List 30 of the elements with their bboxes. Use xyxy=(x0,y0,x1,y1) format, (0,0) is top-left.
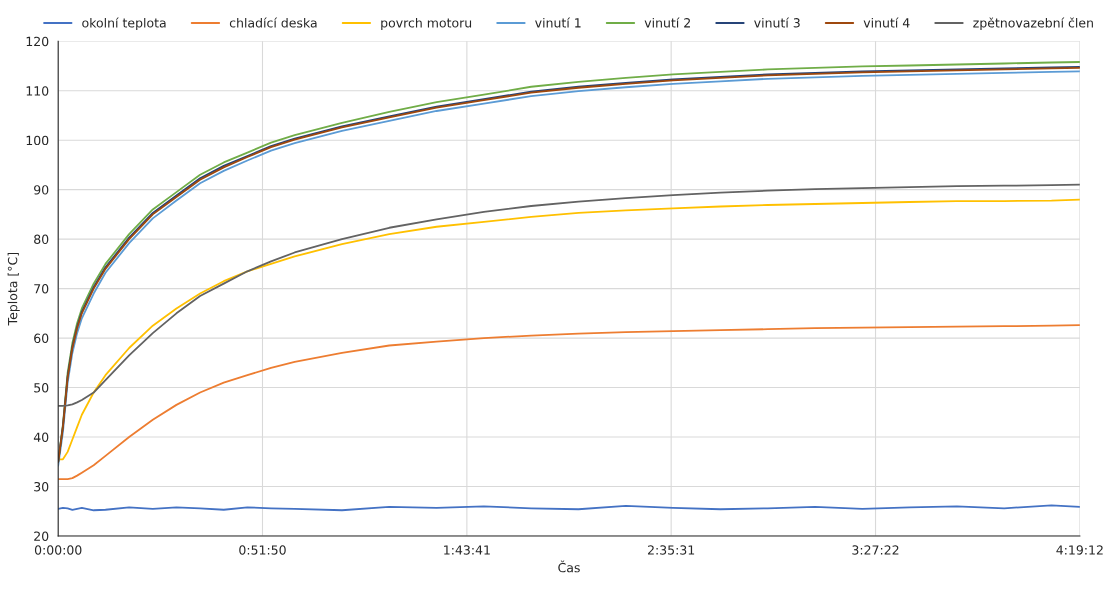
x-axis-title: Čas xyxy=(558,560,580,573)
y-tick-label: 20 xyxy=(34,531,49,541)
legend-label: vinutí 3 xyxy=(754,17,800,28)
x-tick-label: 3:27:22 xyxy=(852,545,899,555)
legend-label: vinutí 4 xyxy=(863,17,910,28)
line-series xyxy=(58,198,1080,461)
x-tick-label: 1:43:41 xyxy=(444,545,490,555)
y-axis-title: Teplota [°C] xyxy=(7,252,20,326)
legend-label: vinutí 2 xyxy=(644,17,690,28)
legend-label: okolní teplota xyxy=(82,17,166,30)
line-series xyxy=(58,324,1080,480)
x-tick-label: 0:00:00 xyxy=(34,545,82,555)
legend-label: zpětnovazební člen xyxy=(973,17,1093,30)
y-tick-label: 120 xyxy=(26,36,49,47)
line-series xyxy=(58,183,1080,407)
y-tick-label: 70 xyxy=(34,284,49,294)
legend-label: vinutí 1 xyxy=(535,17,581,28)
y-tick-label: 110 xyxy=(26,86,49,96)
legend-label: povrch motoru xyxy=(381,17,472,30)
y-tick-label: 40 xyxy=(33,432,49,442)
x-tick-label: 0:51:50 xyxy=(239,545,286,555)
x-tick-label: 2:35:31 xyxy=(647,545,695,555)
x-tick-label: 4:19:12 xyxy=(1056,545,1103,555)
y-tick-label: 30 xyxy=(34,481,49,492)
y-tick-label: 50 xyxy=(34,383,49,393)
legend-label: chladící deska xyxy=(229,17,317,28)
y-tick-label: 60 xyxy=(34,333,49,344)
y-tick-label: 80 xyxy=(34,234,49,245)
y-tick-label: 90 xyxy=(34,185,49,195)
y-tick-label: 100 xyxy=(26,135,49,146)
